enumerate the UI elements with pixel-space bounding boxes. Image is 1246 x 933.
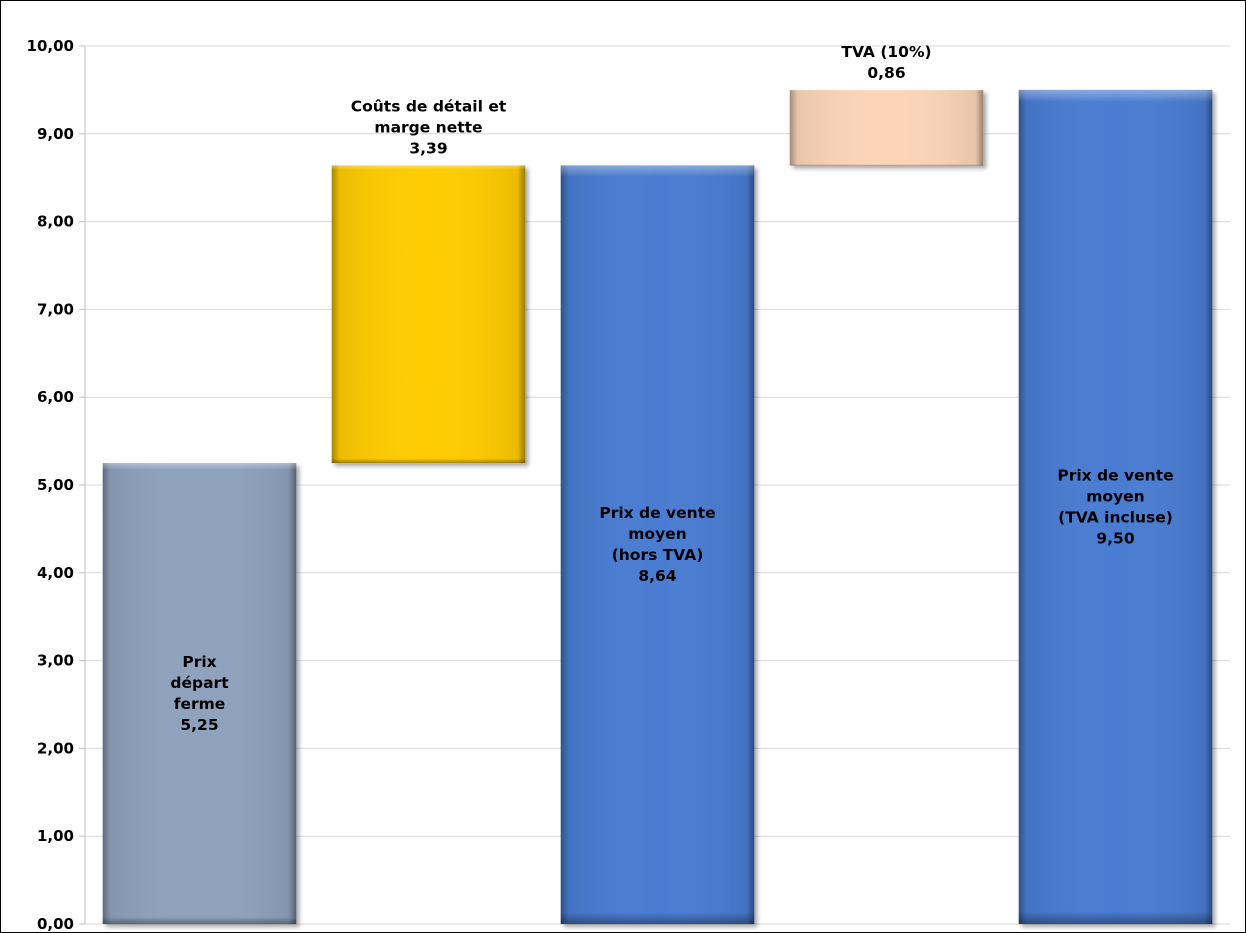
y-tick-label: 1,00 xyxy=(37,827,74,845)
bar-data-label: TVA (10%) 0,86 xyxy=(841,43,931,82)
y-tick-label: 9,00 xyxy=(37,125,74,143)
y-tick-label: 3,00 xyxy=(37,652,74,670)
y-tick-label: 8,00 xyxy=(37,213,74,231)
bar xyxy=(331,165,526,464)
bar-category-label: ferme xyxy=(174,695,226,713)
bar-category-label: moyen xyxy=(1086,487,1144,505)
bar-category-label: TVA (10%) xyxy=(841,43,931,61)
bar-category-label: Prix de vente xyxy=(599,504,715,522)
bar-category-label: marge nette xyxy=(374,118,482,136)
data-labels: Prix départ ferme 5,25 Coûts de détail et mar… xyxy=(170,43,1173,734)
bar-bevel-edge xyxy=(560,165,755,924)
bar-value-label: 0,86 xyxy=(867,64,905,82)
bar-category-label: (TVA incluse) xyxy=(1058,508,1173,526)
y-axis: 0,00 1,00 2,00 3,00 4,00 5,00 6,00 7,00 8,00 9,00… xyxy=(27,37,86,933)
bar-category-label: (hors TVA) xyxy=(612,546,704,564)
y-tick-label: 4,00 xyxy=(37,564,74,582)
bar-data-label: Prix départ ferme 5,25 xyxy=(170,653,229,734)
bar-data-label: Prix de vente moyen (TVA incluse) 9,50 xyxy=(1057,466,1173,547)
y-tick-label: 5,00 xyxy=(37,476,74,494)
bar-bevel-edge xyxy=(789,89,984,166)
bar xyxy=(1018,89,1213,924)
bar-value-label: 3,39 xyxy=(409,139,447,157)
y-tick-label: 2,00 xyxy=(37,739,74,757)
bar-data-label: Coûts de détail et marge nette 3,39 xyxy=(351,97,507,157)
y-tick-label: 10,00 xyxy=(27,37,74,55)
y-tick-label: 0,00 xyxy=(37,915,74,933)
bar-bevel-edge xyxy=(1018,89,1213,924)
bar-data-label: Prix de vente moyen (hors TVA) 8,64 xyxy=(599,504,715,585)
bar-value-label: 8,64 xyxy=(638,567,676,585)
bar-value-label: 9,50 xyxy=(1096,529,1134,547)
bar xyxy=(102,463,297,924)
bar xyxy=(560,165,755,924)
bar xyxy=(789,89,984,166)
y-tick-label: 7,00 xyxy=(37,300,74,318)
bar-bevel-edge xyxy=(102,463,297,924)
bar-bevel-edge xyxy=(331,165,526,464)
bar-category-label: départ xyxy=(170,674,229,692)
bar-category-label: moyen xyxy=(628,525,686,543)
bar-category-label: Prix de vente xyxy=(1057,466,1173,484)
bar-value-label: 5,25 xyxy=(180,716,218,734)
bars xyxy=(102,89,1213,924)
y-tick-label: 6,00 xyxy=(37,388,74,406)
bar-category-label: Coûts de détail et xyxy=(351,97,507,115)
bar-category-label: Prix xyxy=(182,653,216,671)
